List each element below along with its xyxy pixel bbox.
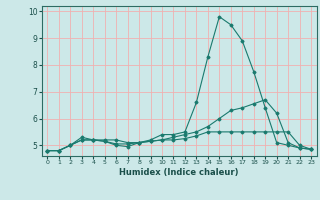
X-axis label: Humidex (Indice chaleur): Humidex (Indice chaleur) [119,168,239,177]
